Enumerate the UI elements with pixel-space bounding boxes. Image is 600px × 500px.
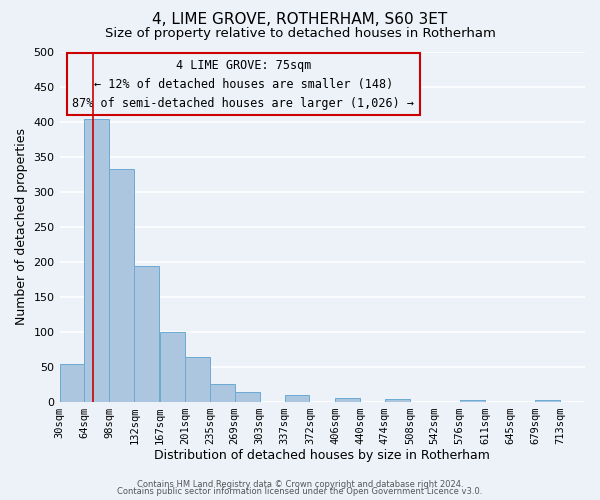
Text: 4, LIME GROVE, ROTHERHAM, S60 3ET: 4, LIME GROVE, ROTHERHAM, S60 3ET [152,12,448,28]
X-axis label: Distribution of detached houses by size in Rotherham: Distribution of detached houses by size … [154,450,490,462]
Text: Size of property relative to detached houses in Rotherham: Size of property relative to detached ho… [104,28,496,40]
Bar [284,394,310,402]
Bar [335,398,360,402]
Y-axis label: Number of detached properties: Number of detached properties [15,128,28,325]
Bar [460,400,485,402]
Text: Contains public sector information licensed under the Open Government Licence v3: Contains public sector information licen… [118,487,482,496]
Bar [134,266,159,402]
Bar [109,169,134,402]
Bar [535,400,560,402]
Bar [160,332,185,402]
Bar [185,358,210,402]
Text: Contains HM Land Registry data © Crown copyright and database right 2024.: Contains HM Land Registry data © Crown c… [137,480,463,489]
Bar [235,392,260,402]
Bar [210,384,235,402]
Bar [385,400,410,402]
Bar [85,120,109,402]
Bar [59,364,85,402]
Text: 4 LIME GROVE: 75sqm
← 12% of detached houses are smaller (148)
87% of semi-detac: 4 LIME GROVE: 75sqm ← 12% of detached ho… [73,58,415,110]
